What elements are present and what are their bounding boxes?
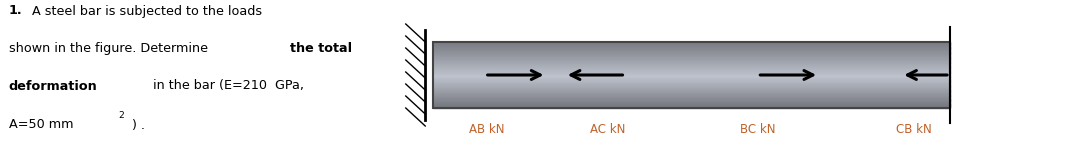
Text: in the bar (E=210  GPa,: in the bar (E=210 GPa, xyxy=(149,80,304,93)
Bar xyxy=(433,60,950,61)
Bar xyxy=(433,57,950,58)
Bar xyxy=(433,76,950,77)
Bar xyxy=(433,52,950,53)
Bar xyxy=(433,73,950,74)
Bar xyxy=(433,51,950,52)
Bar xyxy=(433,72,950,73)
Bar xyxy=(433,55,950,56)
Bar xyxy=(433,80,950,81)
Text: 1.: 1. xyxy=(9,4,23,18)
Bar xyxy=(433,87,950,88)
Bar xyxy=(433,85,950,86)
Bar xyxy=(433,98,950,99)
Bar xyxy=(433,45,950,46)
Bar xyxy=(433,104,950,105)
Text: A=50 mm: A=50 mm xyxy=(9,118,74,132)
Bar xyxy=(433,90,950,92)
Bar xyxy=(433,47,950,48)
Bar xyxy=(433,56,950,57)
Bar xyxy=(433,54,950,55)
Bar xyxy=(433,74,950,75)
Bar xyxy=(433,62,950,63)
Bar xyxy=(433,44,950,45)
Bar xyxy=(433,81,950,82)
Bar xyxy=(433,77,950,78)
Bar xyxy=(433,94,950,96)
Bar xyxy=(433,64,950,65)
Bar xyxy=(433,76,950,77)
Bar xyxy=(433,59,950,60)
Bar xyxy=(433,71,950,72)
Bar xyxy=(433,93,950,94)
Bar xyxy=(433,75,950,76)
Bar xyxy=(433,83,950,84)
Bar xyxy=(433,43,950,44)
Bar xyxy=(433,63,950,64)
Bar xyxy=(433,79,950,80)
Bar xyxy=(433,49,950,50)
Bar xyxy=(433,57,950,59)
Bar xyxy=(433,61,950,62)
Text: deformation: deformation xyxy=(9,80,97,93)
Bar xyxy=(433,88,950,89)
Bar xyxy=(433,66,950,68)
Bar xyxy=(433,42,950,108)
Bar xyxy=(433,100,950,101)
Bar xyxy=(433,103,950,105)
Bar xyxy=(433,85,950,87)
Bar xyxy=(433,46,950,47)
Bar xyxy=(433,69,950,70)
Bar xyxy=(433,99,950,100)
Bar xyxy=(433,50,950,51)
Text: A steel bar is subjected to the loads: A steel bar is subjected to the loads xyxy=(32,4,263,18)
Bar xyxy=(433,42,950,43)
Bar xyxy=(433,53,950,54)
Bar xyxy=(433,96,950,97)
Bar xyxy=(433,89,950,90)
Text: AC kN: AC kN xyxy=(591,123,625,136)
Bar xyxy=(433,52,950,54)
Bar xyxy=(433,90,950,91)
Bar xyxy=(433,107,950,108)
Bar xyxy=(433,103,950,104)
Bar xyxy=(433,92,950,93)
Bar xyxy=(433,86,950,87)
Bar xyxy=(433,95,950,96)
Bar xyxy=(433,71,950,73)
Bar xyxy=(433,94,950,95)
Bar xyxy=(433,84,950,85)
Bar xyxy=(433,106,950,107)
Bar xyxy=(433,78,950,79)
Bar xyxy=(433,43,950,44)
Bar xyxy=(433,48,950,49)
Text: the total: the total xyxy=(290,42,352,55)
Bar xyxy=(433,91,950,92)
Bar xyxy=(433,99,950,100)
Text: CB kN: CB kN xyxy=(896,123,933,136)
Bar xyxy=(433,61,950,63)
Bar xyxy=(433,97,950,98)
Bar xyxy=(433,67,950,68)
Bar xyxy=(433,80,950,82)
Text: 2: 2 xyxy=(118,111,123,120)
Bar xyxy=(433,82,950,83)
Bar xyxy=(433,66,950,67)
Bar xyxy=(433,105,950,106)
Bar xyxy=(433,48,950,49)
Bar xyxy=(433,102,950,103)
Text: AB kN: AB kN xyxy=(470,123,504,136)
Bar xyxy=(433,101,950,102)
Bar xyxy=(433,65,950,66)
Text: BC kN: BC kN xyxy=(740,123,775,136)
Bar xyxy=(433,70,950,71)
Text: ) .: ) . xyxy=(132,118,145,132)
Text: shown in the figure. Determine: shown in the figure. Determine xyxy=(9,42,212,55)
Bar xyxy=(433,58,950,59)
Bar xyxy=(433,68,950,69)
